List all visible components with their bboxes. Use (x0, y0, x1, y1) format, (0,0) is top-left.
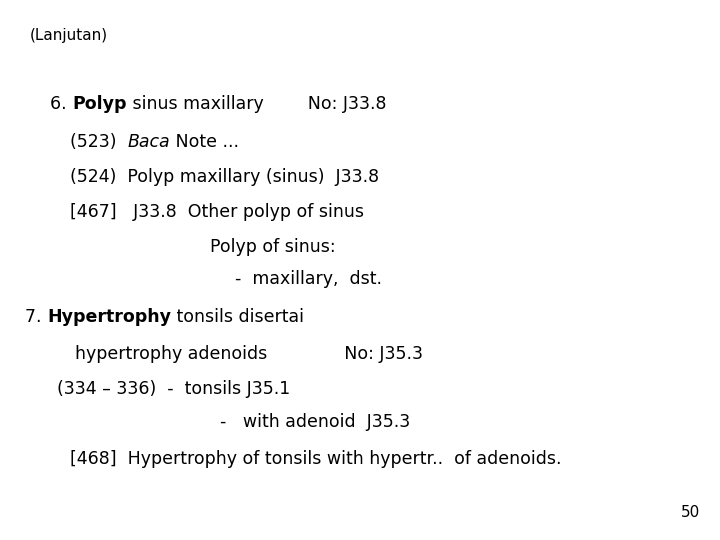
Text: -  maxillary,  dst.: - maxillary, dst. (235, 270, 382, 288)
Text: (334 – 336)  -  tonsils J35.1: (334 – 336) - tonsils J35.1 (57, 380, 290, 398)
Text: hypertrophy adenoids              No: J35.3: hypertrophy adenoids No: J35.3 (75, 345, 423, 363)
Text: tonsils disertai: tonsils disertai (171, 308, 304, 326)
Text: (523): (523) (70, 133, 127, 151)
Text: sinus maxillary        No: J33.8: sinus maxillary No: J33.8 (127, 95, 386, 113)
Text: (524)  Polyp maxillary (sinus)  J33.8: (524) Polyp maxillary (sinus) J33.8 (70, 168, 379, 186)
Text: Note ...: Note ... (170, 133, 239, 151)
Text: Baca: Baca (127, 133, 170, 151)
Text: 7.: 7. (25, 308, 47, 326)
Text: Polyp of sinus:: Polyp of sinus: (210, 238, 336, 256)
Text: Hypertrophy: Hypertrophy (47, 308, 171, 326)
Text: Polyp: Polyp (72, 95, 127, 113)
Text: -   with adenoid  J35.3: - with adenoid J35.3 (220, 413, 410, 431)
Text: (Lanjutan): (Lanjutan) (30, 28, 108, 43)
Text: 6.: 6. (50, 95, 72, 113)
Text: [467]   J33.8  Other polyp of sinus: [467] J33.8 Other polyp of sinus (70, 203, 364, 221)
Text: [468]  Hypertrophy of tonsils with hypertr..  of adenoids.: [468] Hypertrophy of tonsils with hypert… (70, 450, 562, 468)
Text: 50: 50 (680, 505, 700, 520)
